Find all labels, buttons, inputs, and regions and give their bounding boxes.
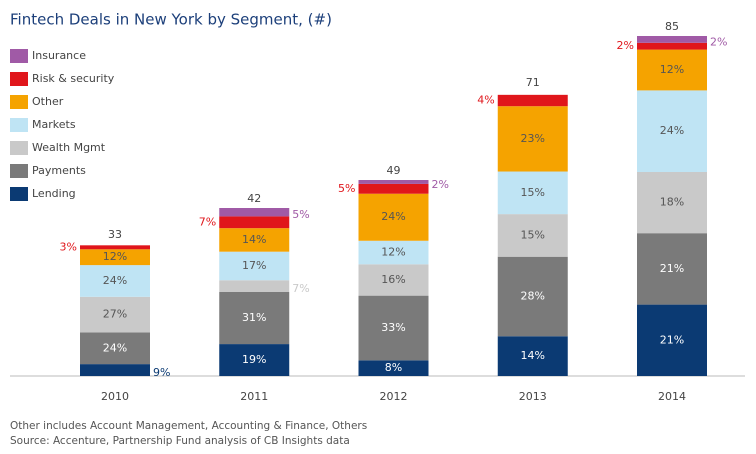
- bar-segment: [637, 90, 707, 172]
- total-label: 33: [108, 228, 122, 241]
- bar-segment: [358, 295, 429, 361]
- data-label: 12%: [660, 63, 684, 76]
- bar-segment: [637, 42, 707, 50]
- bar-segment: [358, 264, 429, 296]
- data-label: 12%: [103, 250, 127, 263]
- bar-segment: [80, 249, 150, 266]
- bar-segment: [497, 106, 568, 172]
- data-label: 14%: [242, 233, 266, 246]
- bar-segment: [219, 280, 290, 292]
- bar-segment: [358, 240, 429, 265]
- data-label: 3%: [60, 240, 77, 253]
- data-label: 5%: [338, 182, 355, 195]
- data-label: 28%: [521, 289, 545, 302]
- data-label: 33%: [381, 321, 405, 334]
- bar-segment: [219, 251, 290, 281]
- total-label: 42: [247, 192, 261, 205]
- data-label: 23%: [521, 132, 545, 145]
- data-label: 5%: [292, 208, 309, 221]
- bar-segment: [80, 364, 150, 376]
- legend-swatch: [10, 95, 28, 109]
- legend-label: Risk & security: [32, 72, 115, 85]
- chart-title: Fintech Deals in New York by Segment, (#…: [10, 11, 332, 29]
- data-label: 2%: [432, 178, 449, 191]
- data-label: 4%: [477, 94, 494, 107]
- bar-segment: [219, 216, 290, 229]
- data-label: 24%: [381, 210, 405, 223]
- bar-segment: [497, 214, 568, 257]
- bar-segment: [358, 183, 429, 194]
- legend-label: Insurance: [32, 49, 86, 62]
- legend-swatch: [10, 141, 28, 155]
- bar-segment: [637, 36, 707, 43]
- bar-segment: [637, 233, 707, 305]
- data-label: 12%: [381, 246, 405, 259]
- data-label: 21%: [660, 333, 684, 346]
- data-label: 27%: [103, 308, 127, 321]
- data-label: 21%: [660, 262, 684, 275]
- bar-segment: [637, 304, 707, 376]
- data-label: 19%: [242, 353, 266, 366]
- footnote: Source: Accenture, Partnership Fund anal…: [10, 435, 350, 447]
- data-label: 31%: [242, 311, 266, 324]
- x-tick-label: 2014: [658, 390, 686, 403]
- total-label: 49: [387, 164, 401, 177]
- bar-segment: [219, 208, 290, 217]
- bar-segment: [80, 332, 150, 365]
- x-tick-label: 2010: [101, 390, 129, 403]
- legend-label: Other: [32, 95, 64, 108]
- data-label: 17%: [242, 259, 266, 272]
- legend-label: Payments: [32, 164, 86, 177]
- legend-label: Wealth Mgmt: [32, 141, 106, 154]
- bar-segment: [358, 180, 429, 184]
- total-label: 71: [526, 76, 540, 89]
- data-label: 7%: [292, 282, 309, 295]
- bar-segment: [497, 336, 568, 376]
- data-label: 24%: [660, 124, 684, 137]
- bar-segment: [497, 94, 568, 107]
- data-label: 16%: [381, 273, 405, 286]
- x-tick-label: 2013: [519, 390, 547, 403]
- legend-label: Markets: [32, 118, 76, 131]
- bar-segment: [637, 172, 707, 234]
- bar-segment: [358, 193, 429, 241]
- x-tick-label: 2012: [380, 390, 408, 403]
- bar-segment: [219, 228, 290, 252]
- bar-segment: [497, 256, 568, 337]
- data-label: 15%: [521, 228, 545, 241]
- bar-segment: [637, 49, 707, 91]
- total-label: 85: [665, 20, 679, 33]
- data-label: 24%: [103, 274, 127, 287]
- data-label: 24%: [103, 341, 127, 354]
- bar-segment: [219, 292, 290, 345]
- bar-segment: [219, 344, 290, 376]
- legend-label: Lending: [32, 187, 76, 200]
- data-label: 8%: [385, 361, 402, 374]
- data-label: 7%: [199, 215, 216, 228]
- legend-swatch: [10, 72, 28, 86]
- data-label: 14%: [521, 349, 545, 362]
- data-label: 18%: [660, 196, 684, 209]
- data-label: 15%: [521, 186, 545, 199]
- bar-segment: [80, 265, 150, 297]
- bar-segment: [80, 296, 150, 333]
- legend-swatch: [10, 118, 28, 132]
- bar-segment: [358, 360, 429, 376]
- legend-swatch: [10, 49, 28, 63]
- bar-segment: [80, 245, 150, 250]
- data-label: 2%: [710, 35, 727, 48]
- bar-segment: [497, 171, 568, 215]
- data-label: 2%: [617, 39, 634, 52]
- legend-swatch: [10, 164, 28, 178]
- legend-swatch: [10, 187, 28, 201]
- x-tick-label: 2011: [240, 390, 268, 403]
- footnote: Other includes Account Management, Accou…: [10, 420, 367, 432]
- data-label: 9%: [153, 366, 170, 379]
